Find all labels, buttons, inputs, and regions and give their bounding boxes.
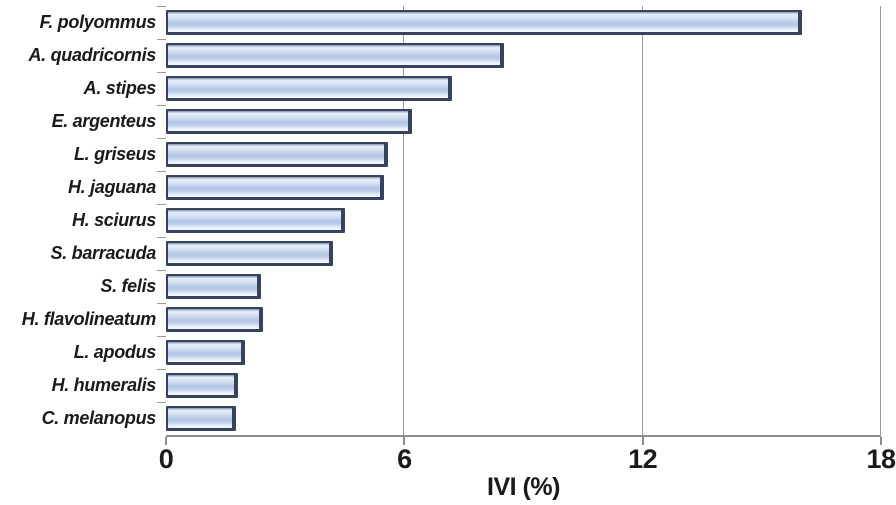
category-tick bbox=[157, 402, 166, 403]
bar-l-griseus bbox=[166, 142, 389, 167]
category-tick bbox=[157, 369, 166, 370]
category-labels-column: F. polyommus A. quadricornis A. stipes E. a… bbox=[0, 6, 157, 435]
bar-s-barracuda bbox=[166, 241, 333, 266]
category-label: H. flavolineatum bbox=[21, 309, 157, 329]
category-label: A. stipes bbox=[83, 78, 157, 98]
bar-l-apodus bbox=[166, 340, 246, 365]
category-label: A. quadricornis bbox=[28, 45, 156, 65]
bar-h-humeralis bbox=[166, 373, 238, 398]
bar-row bbox=[166, 6, 881, 39]
x-tick-label: 0 bbox=[158, 444, 174, 474]
x-axis-tick bbox=[165, 437, 167, 445]
x-tick-label: 12 bbox=[628, 444, 658, 474]
bar-row bbox=[166, 336, 881, 369]
category-tick bbox=[157, 39, 166, 40]
category-tick bbox=[157, 72, 166, 73]
x-axis-tick bbox=[641, 437, 644, 445]
bar-row bbox=[166, 105, 881, 138]
bar-h-sciurus bbox=[166, 208, 345, 233]
category-tick bbox=[157, 6, 166, 7]
gridline-x-6 bbox=[403, 6, 405, 435]
category-label: H. sciurus bbox=[71, 210, 156, 230]
bar-row bbox=[166, 369, 881, 402]
bar-h-jaguana bbox=[166, 175, 385, 200]
x-tick-label: 18 bbox=[866, 444, 896, 474]
bar-a-quadricornis bbox=[166, 43, 504, 68]
bar-h-flavolineatum bbox=[166, 307, 264, 332]
bar-row bbox=[166, 72, 881, 105]
bar-f-polyommus bbox=[166, 10, 802, 35]
category-tick bbox=[157, 204, 166, 205]
gridline-x-12 bbox=[641, 6, 643, 435]
bar-row bbox=[166, 138, 881, 171]
x-tick-label: 6 bbox=[397, 444, 412, 474]
category-label: C. melanopus bbox=[41, 408, 157, 428]
bar-row bbox=[166, 270, 881, 303]
category-label: L. griseus bbox=[73, 144, 156, 164]
category-label: H. jaguana bbox=[67, 177, 156, 197]
category-label: L. apodus bbox=[73, 342, 157, 362]
x-axis-title: IVI (%) bbox=[487, 473, 560, 501]
plot-area bbox=[157, 6, 881, 437]
bar-e-argenteus bbox=[166, 109, 413, 134]
category-tick bbox=[157, 237, 166, 238]
bar-rows bbox=[166, 6, 881, 435]
bar-row bbox=[166, 171, 881, 204]
category-tick bbox=[157, 171, 166, 172]
bar-row bbox=[166, 303, 881, 336]
x-axis-tick bbox=[880, 437, 882, 445]
bar-row bbox=[166, 237, 881, 270]
category-tick bbox=[157, 302, 166, 304]
bar-row bbox=[166, 39, 881, 72]
category-tick bbox=[157, 138, 166, 139]
category-label: E. argenteus bbox=[51, 111, 157, 131]
bar-a-stipes bbox=[166, 76, 452, 101]
category-label: H. humeralis bbox=[51, 375, 157, 395]
category-label: F. polyommus bbox=[39, 12, 157, 32]
category-tick bbox=[157, 105, 166, 106]
bar-row bbox=[166, 402, 881, 435]
category-tick bbox=[157, 336, 166, 337]
bar-c-melanopus bbox=[166, 406, 236, 431]
bar-row bbox=[166, 204, 881, 237]
bar-s-felis bbox=[166, 274, 262, 299]
x-axis-tick bbox=[403, 437, 406, 445]
category-label: S. felis bbox=[100, 276, 156, 296]
category-tick bbox=[157, 270, 166, 271]
category-label: S. barracuda bbox=[50, 243, 157, 263]
gridline-x-18 bbox=[880, 6, 881, 435]
